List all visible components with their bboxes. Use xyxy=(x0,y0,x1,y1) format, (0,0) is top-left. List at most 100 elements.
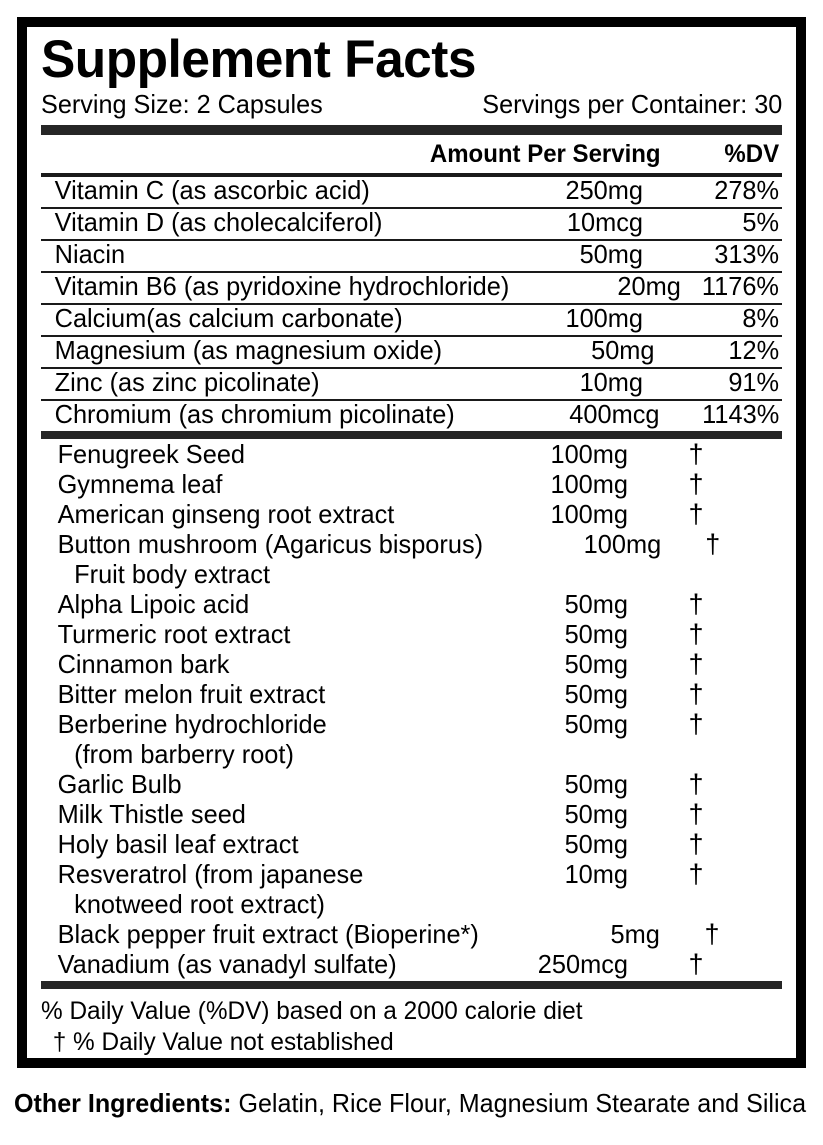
botanical-name: Vanadium (as vanadyl sulfate) xyxy=(57,949,397,980)
botanical-dv: † xyxy=(688,679,704,710)
botanical-amount: 50mg xyxy=(564,589,628,620)
botanical-name: Button mushroom (Agaricus bisporus) xyxy=(57,529,484,560)
table-row: Black pepper fruit extract (Bioperine*) 5… xyxy=(41,921,782,951)
botanical-amount: 100mg xyxy=(584,529,662,560)
nutrient-amount: 20mg xyxy=(617,271,682,302)
nutrient-dv: 1143% xyxy=(702,399,780,430)
table-row: Cinnamon bark 50mg † xyxy=(41,651,782,681)
botanical-dv: † xyxy=(688,439,704,470)
botanical-dv: † xyxy=(688,619,704,650)
botanical-name: Fenugreek Seed xyxy=(57,439,246,470)
row-divider xyxy=(41,239,782,242)
botanical-amount: 50mg xyxy=(564,829,628,860)
nutrient-amount: 100mg xyxy=(565,303,643,334)
nutrient-dv: 8% xyxy=(742,303,780,334)
nutrient-amount: 50mg xyxy=(579,239,643,270)
table-row: Calcium(as calcium carbonate) 100mg 8% xyxy=(41,305,782,335)
botanical-dv: † xyxy=(688,949,704,980)
nutrient-name: Vitamin B6 (as pyridoxine hydrochloride) xyxy=(54,271,510,302)
table-row: Button mushroom (Agaricus bisporus) 100mg… xyxy=(41,531,782,561)
botanical-name: American ginseng root extract xyxy=(57,499,395,530)
table-row: Bitter melon fruit extract 50mg † xyxy=(41,681,782,711)
column-header-amount: Amount Per Serving xyxy=(429,140,661,169)
botanical-amount: 50mg xyxy=(564,709,628,740)
table-row: Niacin 50mg 313% xyxy=(41,241,782,271)
footnotes-block: % Daily Value (%DV) based on a 2000 calo… xyxy=(41,989,782,1057)
row-divider xyxy=(41,399,782,402)
divider-bar-top xyxy=(41,125,782,136)
nutrient-name: Chromium (as chromium picolinate) xyxy=(54,399,455,430)
botanical-amount: 50mg xyxy=(564,799,628,830)
serving-info-row: Serving Size: 2 Capsules Servings per Co… xyxy=(41,86,782,119)
nutrient-amount: 400mcg xyxy=(569,399,660,430)
botanical-dv: † xyxy=(688,769,704,800)
table-row-continuation: Fruit body extract xyxy=(41,561,782,591)
column-header-dv: %DV xyxy=(724,140,780,169)
nutrient-name: Zinc (as zinc picolinate) xyxy=(54,367,320,398)
botanical-dv: † xyxy=(688,589,704,620)
table-row: Resveratrol (from japanese 10mg † xyxy=(41,861,782,891)
botanical-name: Gymnema leaf xyxy=(57,469,223,500)
table-row: Berberine hydrochloride 50mg † xyxy=(41,711,782,741)
botanical-dv: † xyxy=(688,859,704,890)
botanical-name: Bitter melon fruit extract xyxy=(57,679,326,710)
botanical-name: Cinnamon bark xyxy=(57,649,230,680)
table-row-continuation: knotweed root extract) xyxy=(41,891,782,921)
botanical-name: Fruit body extract xyxy=(74,559,270,590)
botanical-dv: † xyxy=(688,829,704,860)
nutrient-dv: 313% xyxy=(714,239,780,270)
table-row: American ginseng root extract 100mg † xyxy=(41,501,782,531)
botanical-amount: 50mg xyxy=(564,619,628,650)
table-row: Turmeric root extract 50mg † xyxy=(41,621,782,651)
botanical-amount: 5mg xyxy=(610,919,660,950)
table-row: Vitamin B6 (as pyridoxine hydrochloride)… xyxy=(41,273,782,303)
botanical-amount: 100mg xyxy=(550,469,628,500)
row-divider xyxy=(41,303,782,306)
page-title: Supplement Facts xyxy=(41,30,477,89)
botanical-dv: † xyxy=(705,529,721,560)
row-divider xyxy=(41,367,782,370)
nutrient-name: Vitamin C (as ascorbic acid) xyxy=(54,175,370,206)
botanical-amount: 100mg xyxy=(550,499,628,530)
nutrient-name: Niacin xyxy=(54,239,126,270)
table-row: Zinc (as zinc picolinate) 10mg 91% xyxy=(41,369,782,399)
label-panel: Supplement Facts Serving Size: 2 Capsule… xyxy=(17,17,806,1068)
nutrient-dv: 91% xyxy=(728,367,780,398)
botanical-list: Fenugreek Seed 100mg † Gymnema leaf 100mg † Am… xyxy=(41,439,782,981)
serving-size-text: Serving Size: 2 Capsules xyxy=(41,89,323,119)
table-row: Milk Thistle seed 50mg † xyxy=(41,801,782,831)
botanical-amount: 50mg xyxy=(564,679,628,710)
botanical-name: Holy basil leaf extract xyxy=(57,829,299,860)
table-row: Alpha Lipoic acid 50mg † xyxy=(41,591,782,621)
nutrient-dv: 12% xyxy=(728,335,780,366)
nutrient-amount: 10mcg xyxy=(566,207,643,238)
table-row: Garlic Bulb 50mg † xyxy=(41,771,782,801)
nutrient-name: Vitamin D (as cholecalciferol) xyxy=(54,207,383,238)
nutrient-dv: 1176% xyxy=(702,271,780,302)
row-divider xyxy=(41,271,782,274)
other-ingredients-line: Other Ingredients: Gelatin, Rice Flour, … xyxy=(14,1088,806,1118)
other-ingredients-label: Other Ingredients: xyxy=(14,1088,232,1118)
botanical-name: Turmeric root extract xyxy=(57,619,291,650)
table-row: Vitamin C (as ascorbic acid) 250mg 278% xyxy=(41,177,782,207)
botanical-name: Resveratrol (from japanese xyxy=(57,859,364,890)
botanical-name: Milk Thistle seed xyxy=(57,799,246,830)
table-row: Holy basil leaf extract 50mg † xyxy=(41,831,782,861)
botanical-amount: 250mcg xyxy=(537,949,628,980)
nutrient-amount: 10mg xyxy=(579,367,643,398)
nutrient-list: Vitamin C (as ascorbic acid) 250mg 278% Vit… xyxy=(41,177,782,431)
other-ingredients-value: Gelatin, Rice Flour, Magnesium Stearate … xyxy=(238,1088,807,1118)
table-row: Magnesium (as magnesium oxide) 50mg 12% xyxy=(41,337,782,367)
botanical-amount: 50mg xyxy=(564,649,628,680)
botanical-name: knotweed root extract) xyxy=(74,889,325,920)
nutrient-dv: 278% xyxy=(714,175,780,206)
table-row: Fenugreek Seed 100mg † xyxy=(41,441,782,471)
divider-bar-footnotes xyxy=(41,981,782,990)
nutrient-amount: 250mg xyxy=(565,175,643,206)
botanical-dv: † xyxy=(688,709,704,740)
footnote-daily-value: % Daily Value (%DV) based on a 2000 calo… xyxy=(41,997,583,1026)
botanical-name: Black pepper fruit extract (Bioperine*) xyxy=(57,919,479,950)
botanical-amount: 50mg xyxy=(564,769,628,800)
botanical-dv: † xyxy=(704,919,720,950)
